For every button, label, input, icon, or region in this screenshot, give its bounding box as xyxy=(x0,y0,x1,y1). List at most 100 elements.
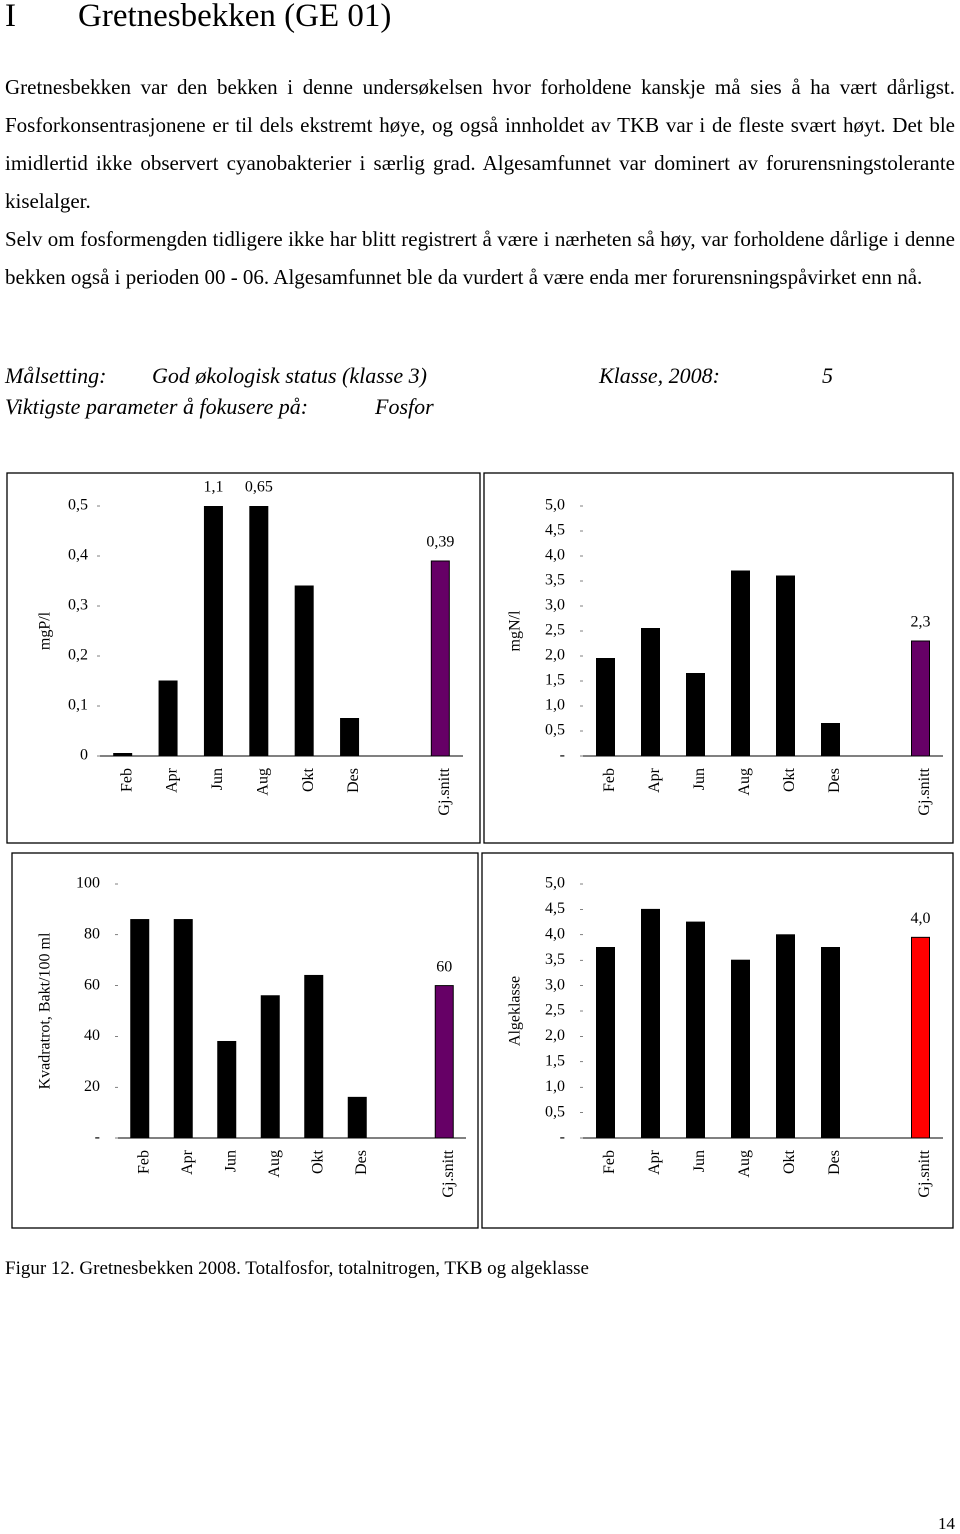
chart-frame xyxy=(481,852,954,1229)
bar xyxy=(686,921,705,1138)
bar xyxy=(776,934,795,1138)
bar xyxy=(776,575,795,756)
y-tick-label: 60 xyxy=(84,976,100,993)
x-tick-label: Des xyxy=(353,1150,370,1175)
goal-text: God økologisk status (klasse 3) xyxy=(152,363,427,388)
bar xyxy=(434,985,454,1138)
y-tick-label: 40 xyxy=(84,1027,100,1044)
y-tick-label: 80 xyxy=(84,925,100,942)
x-tick-label: Feb xyxy=(118,768,135,792)
y-axis-label: mgN/l xyxy=(507,610,524,651)
bar xyxy=(130,919,150,1138)
bar xyxy=(217,1040,237,1138)
chart-frame xyxy=(11,852,479,1229)
y-tick-label: 1,0 xyxy=(545,697,565,714)
x-tick-label: Des xyxy=(345,768,362,793)
y-tick-label: 0,1 xyxy=(68,697,88,714)
y-tick-label: 0,2 xyxy=(68,647,88,664)
value-label: 0,39 xyxy=(426,534,454,551)
heading-number: I xyxy=(5,0,16,34)
y-tick-label: 0,5 xyxy=(545,1103,565,1120)
y-tick-label: - xyxy=(560,1129,565,1146)
x-tick-label: Des xyxy=(826,768,843,793)
x-tick-label: Gj.snitt xyxy=(916,767,933,815)
y-tick-label: 3,5 xyxy=(545,572,565,589)
y-tick-label: 4,5 xyxy=(545,900,565,917)
y-tick-label: 1,5 xyxy=(545,1052,565,1069)
x-tick-label: Okt xyxy=(781,767,798,792)
class-label: Klasse, 2008: xyxy=(599,363,720,388)
value-label: 60 xyxy=(436,958,452,975)
bar xyxy=(340,718,360,756)
value-label: 4,0 xyxy=(911,910,931,927)
chart-frame xyxy=(483,472,954,844)
y-tick-label: 2,0 xyxy=(545,647,565,664)
y-tick-label: 4,0 xyxy=(545,547,565,564)
focus-label: Viktigste parameter å fokusere på: xyxy=(5,394,309,419)
bar xyxy=(203,506,223,756)
y-tick-label: 20 xyxy=(84,1078,100,1095)
bar xyxy=(686,673,705,756)
bar xyxy=(430,560,450,756)
heading-title: Gretnesbekken (GE 01) xyxy=(78,0,392,34)
x-tick-label: Okt xyxy=(309,1149,326,1174)
x-tick-label: Apr xyxy=(179,1149,196,1175)
bar xyxy=(596,947,615,1138)
y-tick-label: 0,3 xyxy=(68,597,88,614)
body-text: Gretnesbekken var den bekken i denne und… xyxy=(5,68,955,296)
y-tick-label: 2,5 xyxy=(545,622,565,639)
y-tick-label: 0 xyxy=(80,747,88,764)
bar xyxy=(249,506,269,756)
bar xyxy=(821,723,840,756)
bar xyxy=(260,995,280,1138)
y-tick-label: 100 xyxy=(76,875,100,892)
x-tick-label: Okt xyxy=(781,1149,798,1174)
bar xyxy=(911,640,930,756)
y-tick-label: 1,5 xyxy=(545,672,565,689)
x-tick-label: Gj.snitt xyxy=(436,767,453,815)
page-number: 14 xyxy=(938,1514,955,1533)
goal-label: Målsetting: xyxy=(5,363,107,388)
y-tick-label: 3,5 xyxy=(545,951,565,968)
y-tick-label: 2,0 xyxy=(545,1027,565,1044)
paragraph: Selv om fosformengden tidligere ikke har… xyxy=(5,227,955,289)
x-tick-label: Okt xyxy=(300,767,317,792)
x-tick-label: Apr xyxy=(164,767,181,793)
class-value: 5 xyxy=(822,363,833,388)
x-tick-label: Jun xyxy=(691,768,708,790)
bar xyxy=(294,585,314,756)
charts: 0 0,1 0,2 0,3 0,4 0,5 mgP/l Feb Apr Jun 1,1 Aug 0,65… xyxy=(6,472,954,1229)
value-label: 0,65 xyxy=(245,479,273,496)
heading: I Gretnesbekken (GE 01) xyxy=(5,0,391,35)
x-tick-label: Feb xyxy=(601,1150,618,1174)
bar xyxy=(821,947,840,1138)
bar xyxy=(641,628,660,756)
x-tick-label: Aug xyxy=(254,768,271,796)
y-tick-label: - xyxy=(560,747,565,764)
y-tick-label: 0,5 xyxy=(545,722,565,739)
x-tick-label: Aug xyxy=(736,768,753,796)
y-tick-label: 3,0 xyxy=(545,976,565,993)
value-label: 1,1 xyxy=(203,479,223,496)
x-tick-label: Gj.snitt xyxy=(916,1149,933,1197)
x-tick-label: Aug xyxy=(266,1150,283,1178)
y-tick-label: - xyxy=(95,1129,100,1146)
figure-caption: Figur 12. Gretnesbekken 2008. Totalfosfo… xyxy=(5,1258,589,1279)
bar xyxy=(113,753,133,756)
bar xyxy=(304,974,324,1138)
value-label: 2,3 xyxy=(911,614,931,631)
y-tick-label: 5,0 xyxy=(545,875,565,892)
bar xyxy=(911,936,930,1138)
x-tick-label: Apr xyxy=(646,1149,663,1175)
bar xyxy=(731,570,750,756)
y-tick-label: 1,0 xyxy=(545,1078,565,1095)
y-axis-label: mgP/l xyxy=(37,611,54,650)
bar xyxy=(173,919,193,1138)
x-tick-label: Apr xyxy=(646,767,663,793)
x-tick-label: Jun xyxy=(222,1150,239,1172)
focus-value: Fosfor xyxy=(375,394,434,419)
y-tick-label: 0,5 xyxy=(68,497,88,514)
bar xyxy=(731,959,750,1138)
bar xyxy=(158,680,178,756)
